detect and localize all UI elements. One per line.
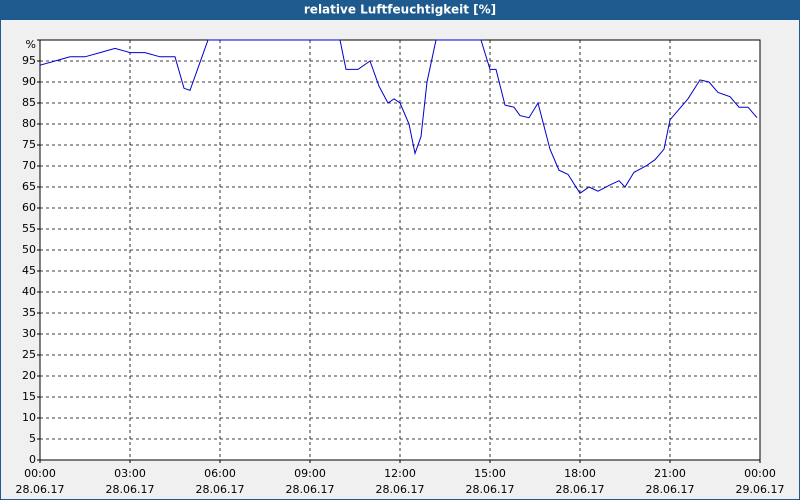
- y-tick-label: 95: [22, 54, 36, 67]
- y-tick-label: 50: [22, 243, 36, 256]
- y-tick-label: 75: [22, 138, 36, 151]
- x-tick-label: 12:00: [384, 467, 416, 480]
- title-bar: [0, 0, 800, 20]
- y-tick-label: 65: [22, 180, 36, 193]
- x-tick-date: 28.06.17: [286, 483, 335, 496]
- y-tick-label: 10: [22, 411, 36, 424]
- x-tick-label: 00:00: [24, 467, 56, 480]
- x-tick-label: 15:00: [474, 467, 506, 480]
- y-tick-label: 90: [22, 75, 36, 88]
- x-tick-date: 29.06.17: [736, 483, 785, 496]
- x-tick-label: 21:00: [654, 467, 686, 480]
- x-tick-label: 00:00: [744, 467, 776, 480]
- y-tick-label: 85: [22, 96, 36, 109]
- y-tick-label: 60: [22, 201, 36, 214]
- y-tick-label: %: [26, 38, 36, 51]
- y-tick-label: 35: [22, 306, 36, 319]
- y-tick-label: 70: [22, 159, 36, 172]
- y-tick-label: 30: [22, 327, 36, 340]
- x-tick-label: 06:00: [204, 467, 236, 480]
- x-tick-date: 28.06.17: [466, 483, 515, 496]
- x-tick-date: 28.06.17: [556, 483, 605, 496]
- data-line: [39, 39, 758, 195]
- x-tick-label: 09:00: [294, 467, 326, 480]
- y-tick-label: 55: [22, 222, 36, 235]
- y-tick-label: 80: [22, 117, 36, 130]
- x-tick-date: 28.06.17: [196, 483, 245, 496]
- y-tick-label: 25: [22, 348, 36, 361]
- y-tick-label: 5: [29, 432, 36, 445]
- y-tick-label: 15: [22, 390, 36, 403]
- x-tick-date: 28.06.17: [16, 483, 65, 496]
- x-tick-label: 18:00: [564, 467, 596, 480]
- y-tick-label: 40: [22, 285, 36, 298]
- x-tick-label: 03:00: [114, 467, 146, 480]
- chart-title: relative Luftfeuchtigkeit [%]: [304, 3, 496, 17]
- y-tick-label: 20: [22, 369, 36, 382]
- x-tick-date: 28.06.17: [376, 483, 425, 496]
- x-tick-date: 28.06.17: [646, 483, 695, 496]
- plot-border: [39, 39, 761, 461]
- x-tick-date: 28.06.17: [106, 483, 155, 496]
- y-tick-label: 45: [22, 264, 36, 277]
- y-tick-label: 0: [29, 453, 36, 466]
